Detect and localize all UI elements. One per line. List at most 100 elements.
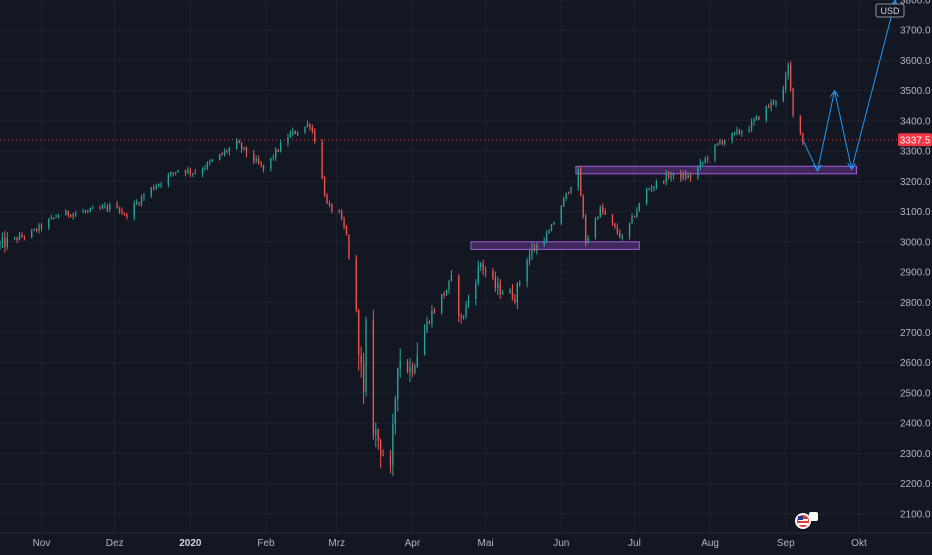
candle	[138, 201, 140, 207]
y-tick-label: 3300.0	[900, 147, 931, 158]
candle	[738, 128, 741, 135]
candle	[48, 217, 50, 231]
candle	[633, 215, 636, 218]
candle	[736, 126, 738, 136]
us-flag-icon[interactable]	[795, 512, 818, 529]
candle	[375, 422, 377, 448]
x-tick-label: 2020	[179, 538, 202, 549]
candle	[394, 395, 396, 435]
y-axis[interactable]: 2100.0 2200.0 2300.0 2400.0 2500.0 2600.0 2700…	[900, 0, 931, 520]
candle	[238, 139, 240, 144]
x-axis[interactable]: Nov Dez 2020 Feb Mrz Apr Mai Jun Jul Aug Sep Okt	[33, 538, 867, 549]
candle	[787, 62, 789, 80]
candle	[475, 278, 477, 306]
candle	[133, 200, 135, 221]
candle	[584, 213, 587, 247]
candle	[667, 170, 670, 180]
candle	[399, 348, 401, 378]
candle	[426, 316, 428, 334]
y-tick-label: 3700.0	[900, 26, 931, 37]
candle	[753, 117, 755, 126]
candle	[770, 99, 772, 112]
candle	[236, 137, 238, 150]
candle	[650, 184, 653, 193]
candle	[785, 71, 787, 94]
candle	[772, 99, 775, 106]
candle	[33, 228, 35, 231]
candle	[416, 342, 418, 368]
y-tick-label: 3200.0	[900, 177, 931, 188]
candle	[262, 164, 265, 173]
candle	[548, 228, 550, 234]
candle	[802, 132, 804, 146]
x-tick-label: Jul	[628, 538, 641, 549]
candle	[345, 224, 348, 236]
candle	[201, 167, 204, 178]
candle	[297, 130, 299, 136]
candle	[789, 61, 792, 92]
last-price-badge: 3337.5	[898, 133, 932, 147]
candle	[0, 240, 1, 250]
candle	[184, 169, 187, 177]
candle	[543, 237, 545, 247]
candle	[74, 210, 77, 217]
candle	[406, 359, 409, 374]
candle	[462, 314, 465, 320]
x-tick-label: Jun	[553, 538, 569, 549]
candle	[748, 125, 750, 133]
candle	[484, 266, 487, 278]
y-tick-label: 2800.0	[900, 298, 931, 309]
candle	[123, 212, 126, 216]
currency-label: USD	[880, 6, 900, 16]
candle	[499, 278, 501, 300]
projection-pivot-marker	[847, 162, 857, 171]
candle	[175, 172, 177, 176]
candle	[448, 279, 450, 294]
candle	[792, 87, 794, 118]
candle	[482, 259, 484, 276]
candle	[153, 184, 155, 191]
candle	[799, 115, 802, 136]
candle	[4, 230, 6, 253]
candle	[65, 209, 67, 216]
candle	[636, 207, 638, 219]
candle	[697, 165, 699, 180]
candle	[326, 193, 328, 204]
candle	[599, 205, 601, 218]
candle	[204, 164, 206, 171]
candle	[570, 186, 572, 195]
candle	[767, 103, 770, 109]
candle	[157, 183, 160, 188]
candle	[23, 235, 26, 241]
candle	[275, 147, 277, 162]
x-tick-label: Mai	[478, 538, 494, 549]
candle	[619, 229, 621, 239]
candle	[731, 132, 733, 144]
x-tick-label: Okt	[851, 538, 867, 549]
currency-badge[interactable]: USD	[875, 3, 905, 18]
candle	[18, 231, 21, 241]
candle	[587, 235, 589, 244]
x-tick-label: Sep	[777, 538, 795, 549]
candle	[206, 161, 209, 171]
candle	[365, 316, 367, 397]
support-zone-lower[interactable]	[470, 241, 640, 250]
candle	[306, 120, 309, 128]
candle	[550, 223, 553, 232]
candle	[177, 169, 179, 173]
candle	[118, 206, 121, 214]
support-zone-upper[interactable]	[575, 165, 858, 175]
y-tick-label: 2100.0	[900, 509, 931, 520]
candle	[87, 209, 89, 214]
candle	[563, 196, 565, 207]
candle	[67, 210, 69, 218]
candle	[6, 232, 8, 250]
candle	[304, 126, 306, 134]
candle	[1, 232, 4, 248]
candle	[565, 192, 567, 201]
candle	[260, 160, 262, 168]
candle	[604, 208, 606, 215]
candle	[13, 236, 16, 241]
